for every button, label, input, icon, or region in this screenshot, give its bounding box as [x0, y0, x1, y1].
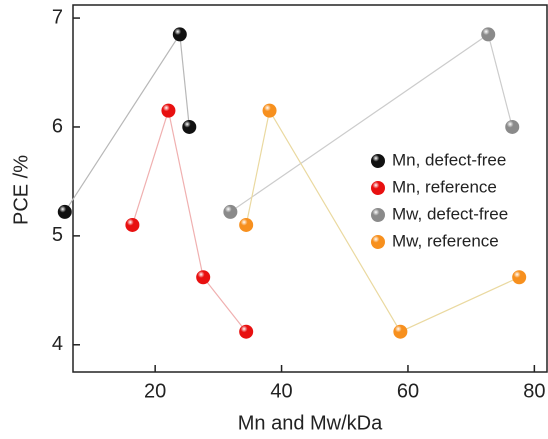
data-point [505, 119, 520, 134]
series-line [245, 108, 520, 333]
y-tick-label: 6 [52, 115, 63, 137]
data-point [223, 204, 238, 219]
legend-marker [371, 154, 385, 168]
legend-label: Mw, defect-free [392, 204, 508, 223]
plot-frame [72, 4, 548, 373]
data-point [196, 270, 211, 285]
x-axis-label: Mn and Mw/kDa [238, 412, 383, 434]
data-point [262, 103, 277, 118]
y-tick-label: 4 [52, 333, 63, 355]
data-point [172, 27, 187, 42]
data-point [512, 270, 527, 285]
y-axis-label: PCE /% [10, 155, 32, 225]
x-tick-label: 40 [270, 380, 292, 402]
data-point [182, 119, 197, 134]
legend-marker [371, 235, 385, 249]
y-tick-label: 7 [52, 6, 63, 28]
x-tick-label: 20 [144, 380, 166, 402]
data-point [239, 324, 254, 339]
x-tick-label: 80 [523, 380, 545, 402]
x-tick-label: 60 [397, 380, 419, 402]
data-point [125, 217, 140, 232]
data-point [393, 324, 408, 339]
legend-label: Mn, defect-free [392, 150, 506, 169]
legend-label: Mw, reference [392, 231, 499, 250]
data-point [161, 103, 176, 118]
data-point [481, 27, 496, 42]
data-point [239, 217, 254, 232]
data-point [57, 204, 72, 219]
legend-label: Mn, reference [392, 177, 497, 196]
legend-marker [371, 181, 385, 195]
legend-marker [371, 208, 385, 222]
series-line [131, 108, 247, 333]
y-tick-label: 5 [52, 224, 63, 246]
